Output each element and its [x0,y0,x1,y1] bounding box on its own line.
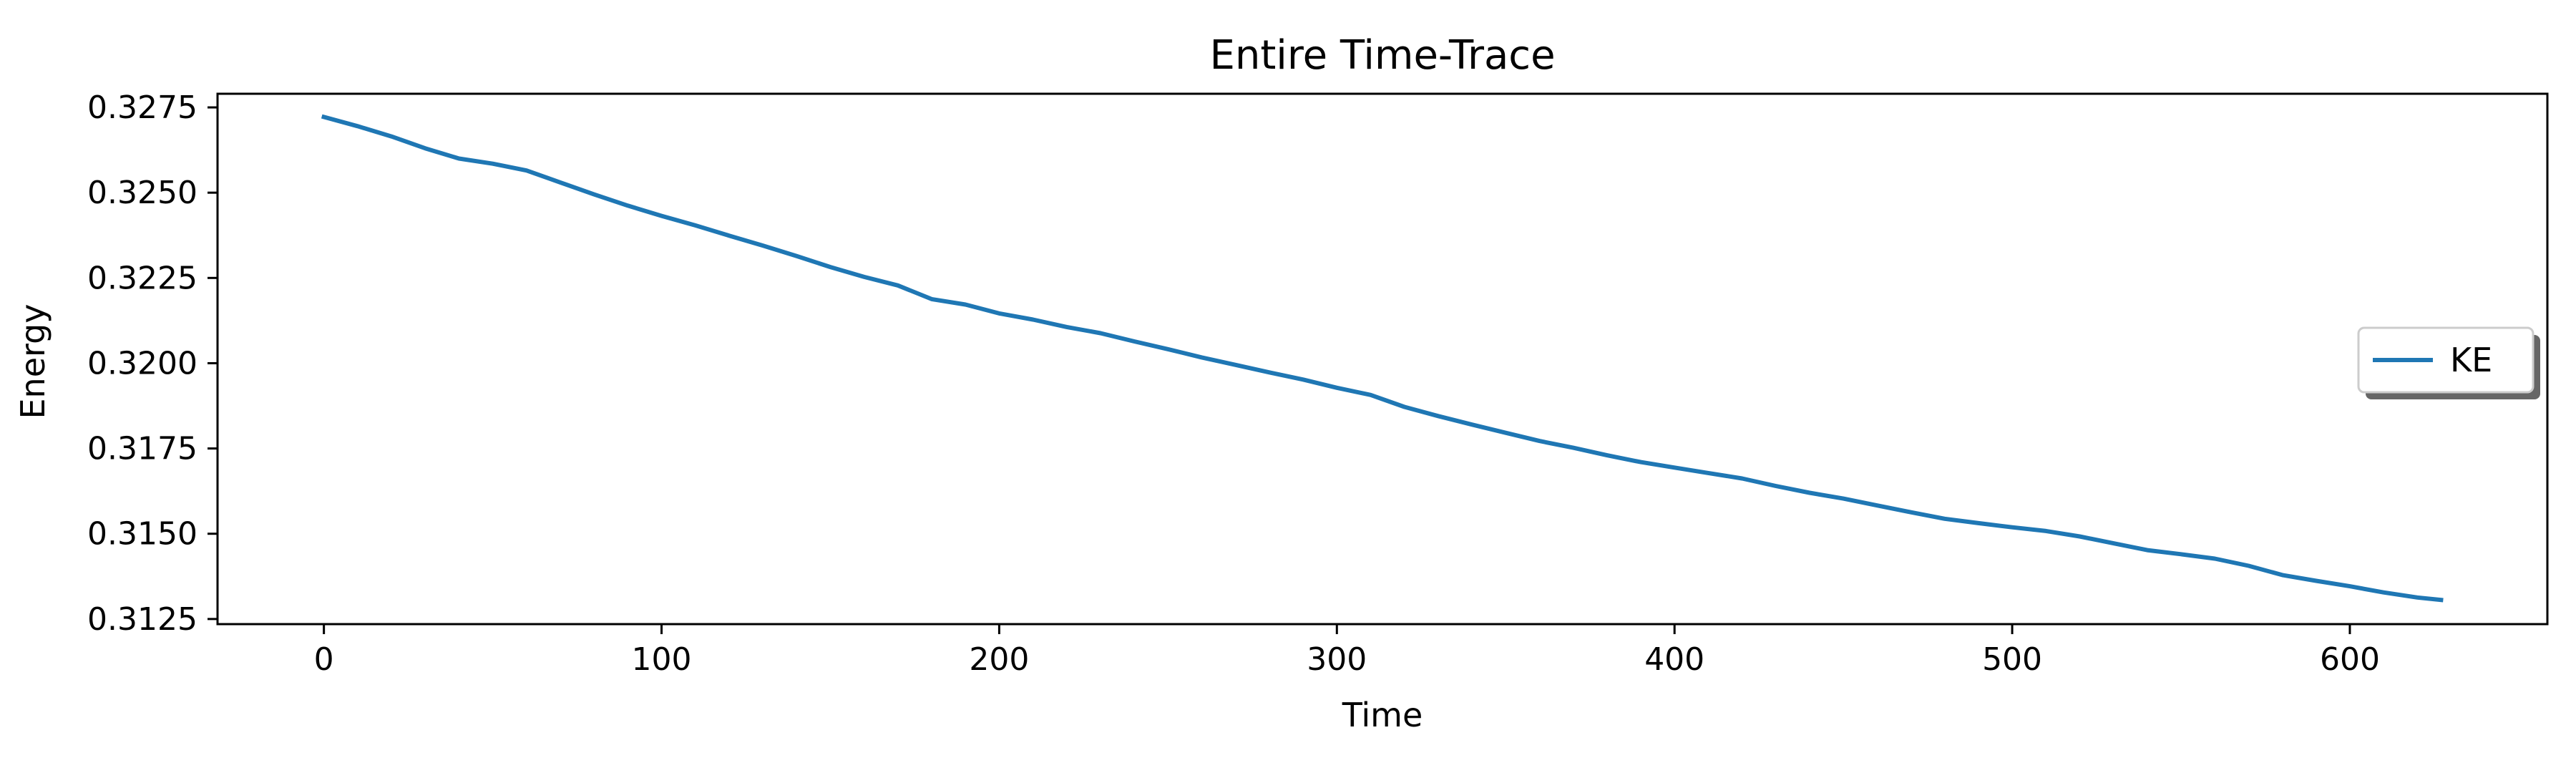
x-tick-label: 600 [2320,641,2380,678]
legend-box [2357,326,2534,394]
axes-frame [216,92,2549,626]
plot-area: 0 100 200 300 400 500 600 0.3125 0.3150 0.3175 0.3… [87,89,2549,678]
y-tick-label: 0.3150 [87,516,197,553]
y-tick-label: 0.3250 [87,175,197,211]
y-tick-label: 0.3125 [87,601,197,638]
y-tick-label: 0.3200 [87,345,197,381]
x-tick-label: 200 [969,641,1029,678]
y-axis-label: Energy [14,303,52,419]
y-tick-label: 0.3175 [87,431,197,467]
legend: KE [2357,326,2540,399]
legend-label: KE [2450,341,2492,379]
x-axis-label: Time [1342,696,1423,734]
x-tick-label: 400 [1644,641,1704,678]
x-tick-label: 300 [1307,641,1367,678]
x-tick-label: 0 [314,641,334,678]
y-tick-label: 0.3275 [87,89,197,126]
x-tick-label: 100 [632,641,692,678]
series-line-ke [321,114,2444,603]
chart-title: Entire Time-Trace [1209,32,1555,79]
y-tick-label: 0.3225 [87,260,197,296]
x-tick-label: 500 [1982,641,2042,678]
